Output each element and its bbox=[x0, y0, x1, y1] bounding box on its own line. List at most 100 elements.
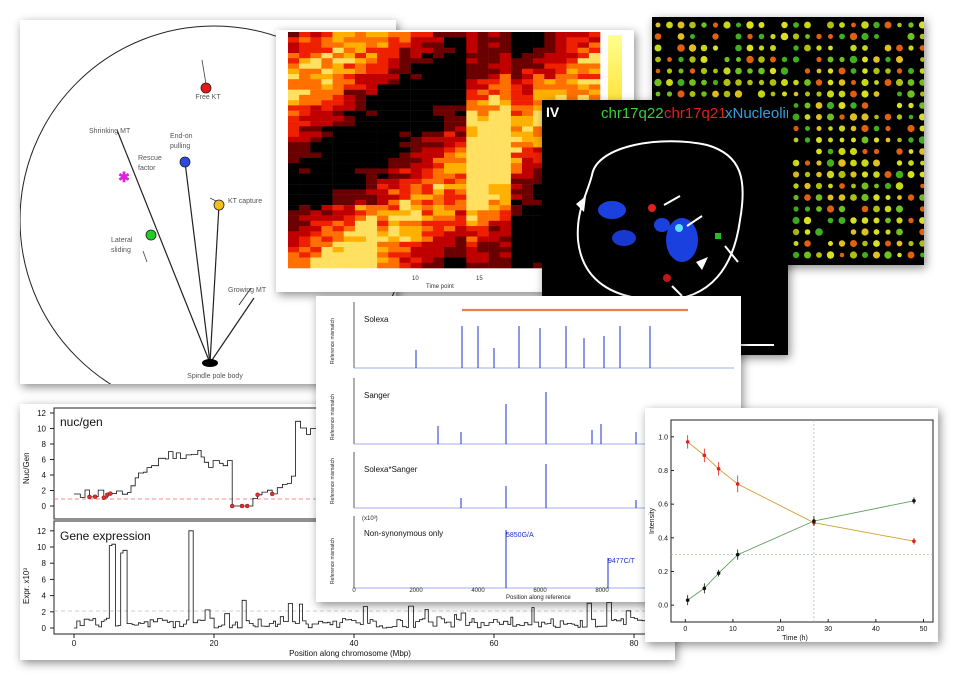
array-spot bbox=[666, 91, 673, 97]
heatmap-cell bbox=[510, 131, 523, 138]
array-spot bbox=[874, 183, 879, 189]
heatmap-cell bbox=[555, 68, 567, 75]
heatmap-cell bbox=[432, 37, 445, 43]
heatmap-cell bbox=[421, 173, 434, 180]
heatmap-cell bbox=[522, 142, 534, 148]
heatmap-cell bbox=[455, 189, 467, 195]
heatmap-cell bbox=[488, 173, 500, 180]
heatmap-cell bbox=[399, 189, 411, 195]
array-spot bbox=[781, 21, 788, 29]
heatmap-cell bbox=[410, 152, 422, 159]
intensity-point bbox=[812, 519, 816, 523]
heatmap-cell bbox=[444, 37, 456, 43]
heatmap-cell bbox=[522, 105, 534, 111]
heatmap-cell bbox=[421, 152, 434, 159]
array-spot bbox=[746, 44, 754, 52]
heatmap-cell bbox=[377, 147, 389, 153]
array-spot bbox=[919, 33, 924, 40]
heatmap-cell bbox=[310, 42, 322, 48]
heatmap-cell bbox=[410, 226, 422, 232]
heatmap-cell bbox=[544, 94, 556, 101]
heatmap-cell bbox=[432, 110, 445, 117]
growing-mt bbox=[209, 297, 255, 364]
heatmap-cell bbox=[388, 121, 400, 127]
heatmap-cell bbox=[343, 241, 356, 248]
heatmap-cell bbox=[399, 220, 411, 227]
heatmap-tick-15: 15 bbox=[476, 276, 483, 282]
array-spot bbox=[723, 21, 731, 29]
array-spot bbox=[862, 68, 868, 74]
heatmap-cell bbox=[444, 105, 456, 111]
nucleus-outline bbox=[576, 140, 744, 302]
heatmap-cell bbox=[388, 110, 400, 117]
heatmap-cell bbox=[522, 205, 534, 211]
array-spot bbox=[873, 229, 880, 235]
heatmap-cell bbox=[544, 84, 556, 90]
array-spot bbox=[885, 240, 891, 247]
heatmap-cell bbox=[388, 32, 400, 38]
heatmap-cell bbox=[321, 189, 333, 195]
array-spot bbox=[850, 159, 857, 167]
heatmap-cell bbox=[510, 184, 523, 190]
array-spot bbox=[861, 205, 869, 213]
heatmap-cell bbox=[477, 194, 489, 201]
heatmap-cell bbox=[477, 262, 489, 269]
heatmap-cell bbox=[477, 231, 489, 237]
array-spot bbox=[897, 22, 902, 28]
heatmap-cell bbox=[388, 47, 400, 54]
heatmap-cell bbox=[299, 157, 311, 164]
intensity-chart-panel: 0 10 20 30 40 50 0.0 0.2 0.4 0.6 0.8 1.0 Intensity … bbox=[645, 408, 938, 642]
heatmap-cell bbox=[466, 53, 478, 59]
heatmap-cell bbox=[499, 173, 512, 180]
heatmap-cell bbox=[522, 173, 534, 180]
label-endon: End-on bbox=[170, 133, 193, 140]
heatmap-cell bbox=[377, 194, 389, 201]
heatmap-cell bbox=[555, 47, 567, 54]
array-spot bbox=[828, 137, 833, 143]
heatmap-cell bbox=[354, 131, 367, 138]
array-spot bbox=[850, 171, 857, 178]
heatmap-cell bbox=[366, 42, 378, 48]
fish-image: IV chr17q22 chr17q21 xNucleolin bbox=[546, 104, 788, 346]
heatmap-cell bbox=[432, 47, 445, 54]
heatmap-cell bbox=[410, 89, 422, 96]
spindle-pole-body bbox=[202, 359, 218, 367]
heatmap-cell bbox=[533, 100, 545, 106]
heatmap-cell bbox=[533, 115, 545, 122]
heatmap-cell bbox=[332, 241, 344, 248]
heatmap-cell bbox=[377, 257, 389, 263]
heatmap-cell bbox=[410, 178, 422, 185]
expression-trace bbox=[74, 530, 674, 629]
heatmap-cell bbox=[410, 210, 422, 216]
heatmap-cell bbox=[444, 205, 456, 211]
heatmap-cell bbox=[399, 100, 411, 106]
top-ytick-label: 6 bbox=[42, 456, 47, 465]
heatmap-cell bbox=[444, 163, 456, 169]
heatmap-cell bbox=[377, 205, 389, 211]
heatmap-cell bbox=[343, 152, 356, 159]
array-spot bbox=[804, 251, 811, 259]
heatmap-cell bbox=[332, 121, 344, 127]
heatmap-cell bbox=[432, 147, 445, 153]
heatmap-cell bbox=[432, 131, 445, 138]
heatmap-cell bbox=[354, 194, 367, 201]
heatmap-cell bbox=[432, 142, 445, 148]
heatmap-cell bbox=[477, 205, 489, 211]
endon-mt bbox=[184, 161, 211, 364]
array-spot bbox=[907, 171, 915, 178]
heatmap-cell bbox=[432, 32, 445, 38]
heatmap-cell bbox=[444, 42, 456, 48]
array-spot bbox=[804, 68, 811, 74]
heatmap-cell bbox=[354, 173, 367, 180]
heatmap-cell bbox=[522, 58, 534, 64]
heatmap-cell bbox=[410, 100, 422, 106]
heatmap-cell bbox=[432, 199, 445, 206]
heatmap-cell bbox=[488, 100, 500, 106]
heatmap-cell bbox=[466, 79, 478, 85]
heatmap-cell bbox=[522, 189, 534, 195]
heatmap-cell bbox=[354, 42, 367, 48]
heatmap-cell bbox=[522, 178, 534, 185]
array-spot bbox=[666, 79, 673, 86]
heatmap-cell bbox=[444, 100, 456, 106]
heatmap-cell bbox=[499, 199, 512, 206]
